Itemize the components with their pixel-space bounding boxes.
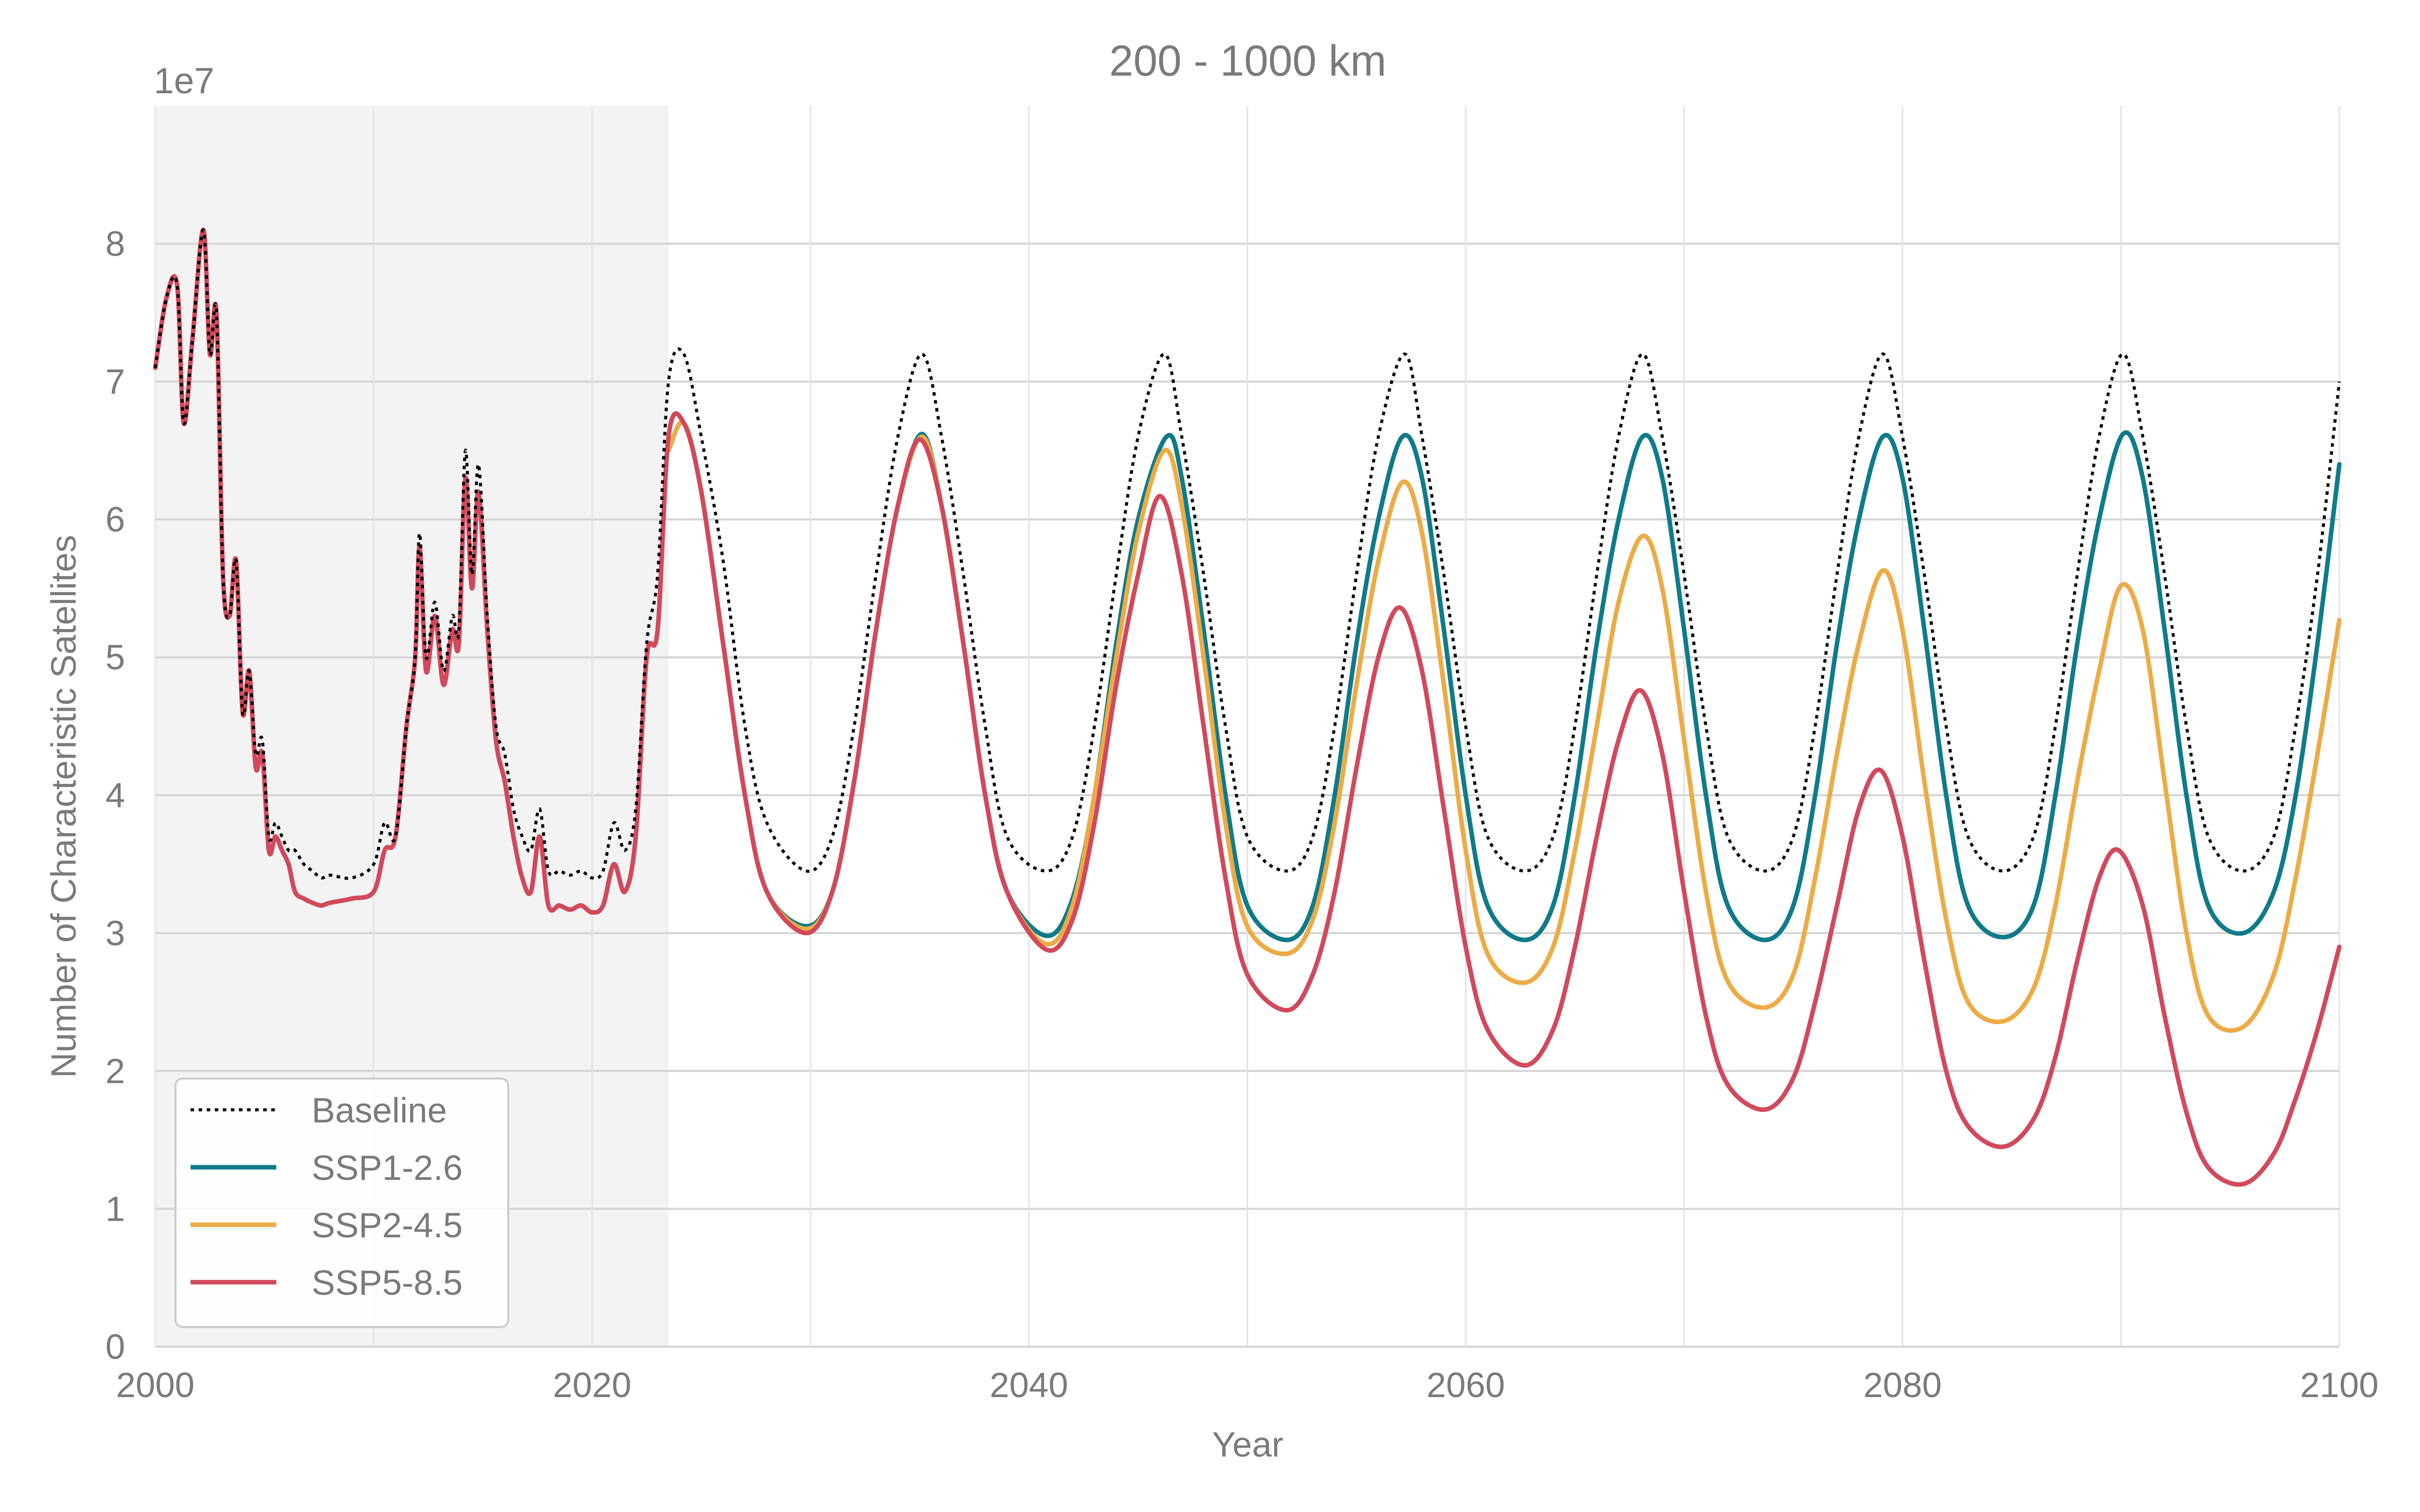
y-tick-label: 7 — [105, 362, 125, 401]
x-tick-label: 2060 — [1426, 1365, 1505, 1405]
y-axis-label: Number of Characteristic Satellites — [44, 535, 83, 1078]
y-tick-label: 4 — [105, 776, 125, 815]
x-tick-label: 2000 — [116, 1365, 195, 1405]
legend-label: SSP5-8.5 — [312, 1263, 463, 1302]
series-line-ssp1-2-6 — [666, 419, 2342, 942]
y-offset-label: 1e7 — [154, 61, 214, 101]
x-tick-label: 2040 — [990, 1365, 1068, 1405]
x-tick-label: 2100 — [2300, 1365, 2379, 1405]
chart-title: 200 - 1000 km — [1109, 37, 1386, 85]
y-tick-label: 8 — [105, 224, 125, 264]
legend-label: Baseline — [312, 1091, 447, 1130]
legend: Baseline SSP1-2.6 SSP2-4.5 SSP5-8.5 — [174, 1078, 509, 1328]
x-tick-label: 2080 — [1863, 1365, 1942, 1405]
legend-box — [174, 1078, 509, 1328]
y-tick-label: 1 — [105, 1189, 125, 1228]
y-tick-label: 6 — [105, 500, 125, 539]
y-tick-label: 5 — [105, 638, 125, 677]
series-line-ssp5-8-5 — [153, 227, 2342, 1187]
x-tick-label: 2020 — [553, 1365, 632, 1405]
y-tick-label: 2 — [105, 1051, 125, 1091]
y-tick-label: 3 — [105, 913, 125, 953]
legend-label: SSP2-4.5 — [312, 1206, 463, 1245]
series-line-ssp2-4-5 — [666, 419, 2342, 1033]
x-axis-label: Year — [1212, 1425, 1283, 1464]
y-tick-label: 0 — [105, 1327, 125, 1366]
legend-label: SSP1-2.6 — [312, 1148, 463, 1187]
